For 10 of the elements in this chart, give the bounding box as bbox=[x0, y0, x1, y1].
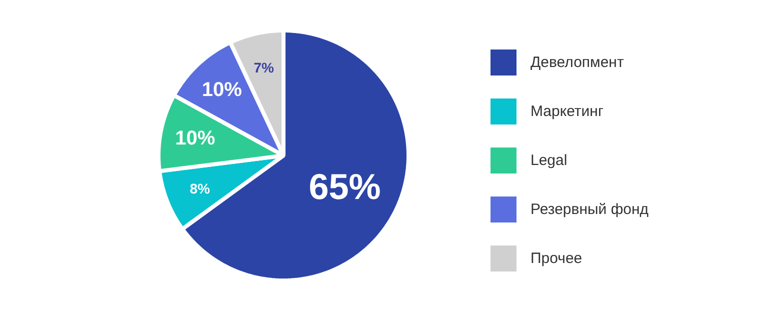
legend-label: Резервный фонд bbox=[530, 201, 649, 218]
legend-label: Legal bbox=[530, 152, 568, 169]
legend-label: Девелопмент bbox=[530, 54, 624, 71]
data-label: 7% bbox=[254, 60, 275, 76]
legend-label: Прочее bbox=[530, 250, 582, 267]
data-label: 65% bbox=[308, 166, 381, 208]
data-label: 10% bbox=[202, 78, 242, 101]
data-label: 10% bbox=[175, 128, 216, 150]
data-label: 8% bbox=[190, 180, 210, 197]
legend-label: Маркетинг bbox=[530, 103, 604, 120]
